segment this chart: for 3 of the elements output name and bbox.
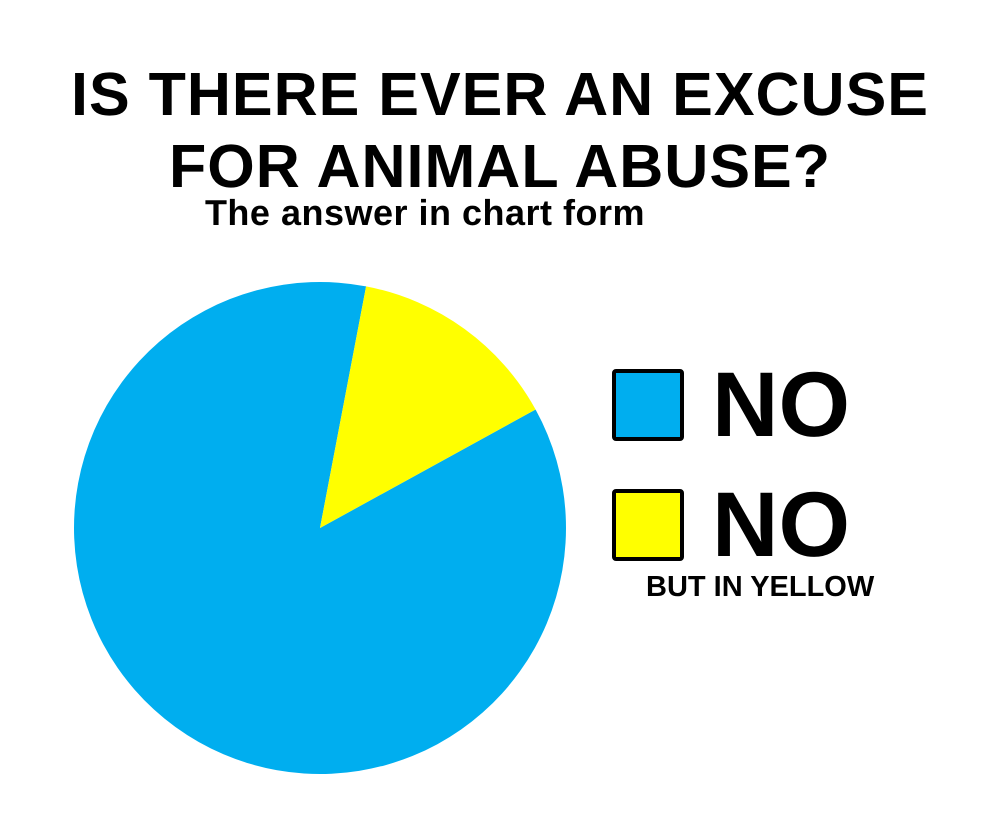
pie-slice (74, 282, 566, 774)
legend-label: NO (712, 354, 850, 456)
pie-slice (320, 286, 536, 528)
